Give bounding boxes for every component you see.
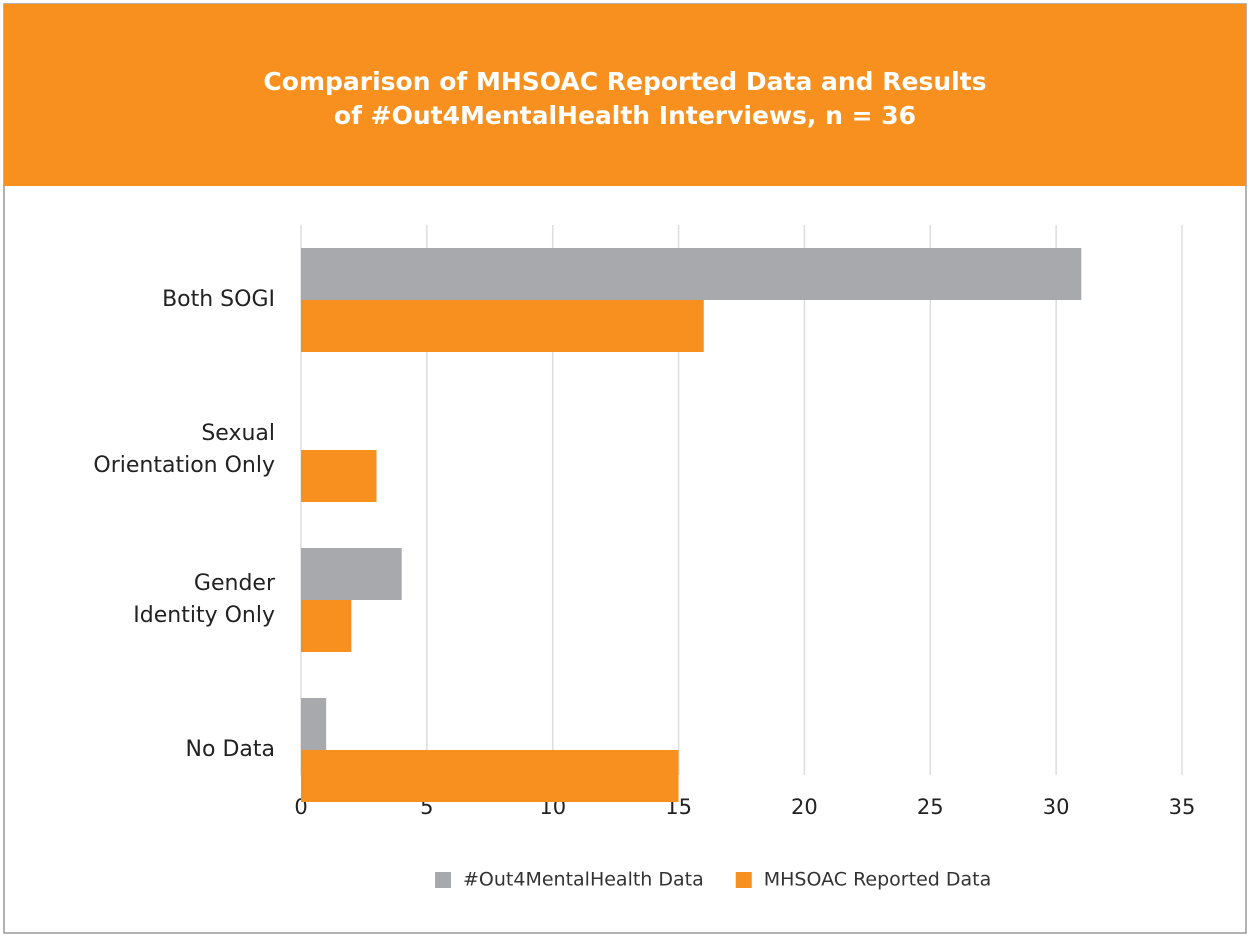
bar (301, 750, 679, 802)
bar (301, 698, 327, 750)
x-tick-label: 35 (1169, 795, 1196, 819)
legend-label: MHSOAC Reported Data (764, 869, 991, 891)
x-tick-label: 25 (917, 795, 944, 819)
bar (301, 300, 704, 352)
x-tick-label: 20 (791, 795, 818, 819)
y-tick-label: No Data (186, 737, 275, 762)
header (4, 4, 1246, 186)
chart-title: Comparison of MHSOAC Reported Data and R… (263, 67, 986, 130)
y-tick-label: Gender Identity Only (133, 571, 276, 628)
y-tick-label: Both SOGI (162, 287, 275, 312)
y-tick-label: Sexual Orientation Only (93, 421, 275, 478)
bar (301, 450, 377, 502)
x-tick-label: 30 (1043, 795, 1070, 819)
legend-swatch (435, 872, 451, 888)
bar (301, 248, 1082, 300)
bar (301, 548, 402, 600)
legend-label: #Out4MentalHealth Data (463, 869, 704, 891)
bar (301, 600, 352, 652)
legend-swatch (735, 872, 752, 888)
